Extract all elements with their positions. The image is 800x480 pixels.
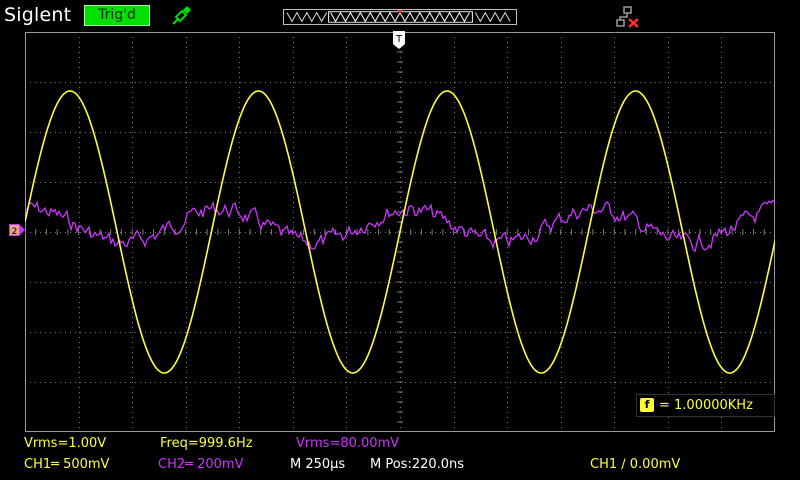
trigger-status-badge: Trig'd <box>84 5 150 26</box>
frequency-value: = 1.00000KHz <box>659 398 753 413</box>
ch1-waveform <box>25 90 775 374</box>
frequency-counter: f = 1.00000KHz <box>636 394 775 417</box>
ch-ground-marker[interactable]: 2 <box>8 223 26 237</box>
probe-icon[interactable] <box>170 5 192 27</box>
horizontal-position[interactable]: M Pos:220.0ns <box>370 457 465 472</box>
waveform-display[interactable] <box>25 32 775 432</box>
timebase[interactable]: M 250µs <box>290 457 346 472</box>
graticule <box>25 32 775 432</box>
svg-text:T: T <box>395 34 403 45</box>
trigger-setting[interactable]: CH1 ∕ 0.00mV <box>590 457 681 472</box>
ch1-vrms-measurement: Vrms=1.00V <box>24 436 107 451</box>
frequency-icon: f <box>640 398 654 412</box>
network-disconnected-icon <box>616 6 639 28</box>
brand-label: Siglent <box>4 4 72 26</box>
ch2-vrms-measurement: Vrms=80.00mV <box>296 436 400 451</box>
memory-window-icon <box>283 9 517 25</box>
ch1-scale[interactable]: CH1═ 500mV <box>24 457 110 472</box>
ch2-waveform <box>25 199 775 253</box>
top-bar: Siglent Trig'd <box>0 0 800 32</box>
ch1-freq-measurement: Freq=999.6Hz <box>160 436 253 451</box>
ch2-scale[interactable]: CH2═ 200mV <box>158 457 244 472</box>
trigger-position-marker[interactable]: T <box>392 30 406 50</box>
svg-text:2: 2 <box>12 227 18 237</box>
